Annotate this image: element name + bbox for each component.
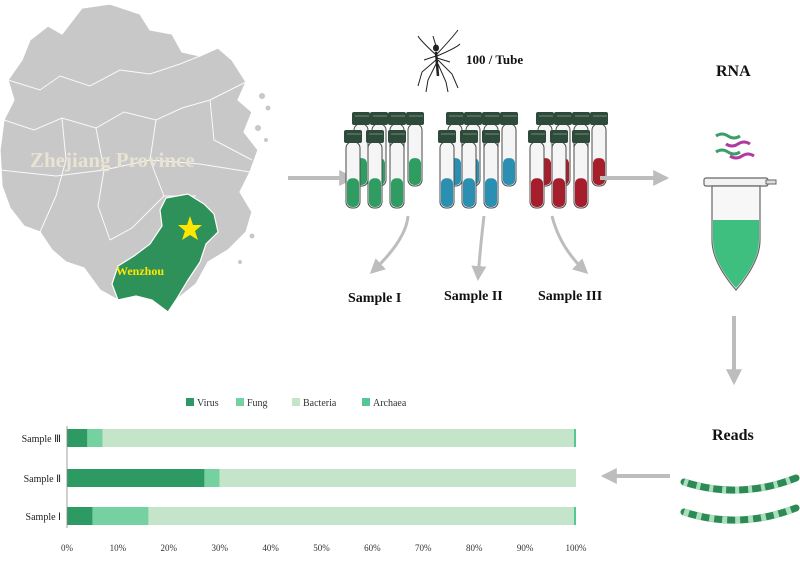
bar-bacteria [219,469,576,487]
tube-cap [500,112,518,125]
bar-bacteria [102,429,574,447]
rna-strands-icon [715,132,755,160]
tube-group-2 [438,112,518,209]
x-tick-label: 90% [517,543,534,553]
tube-cap [370,112,388,125]
tube-cap [438,130,456,143]
tube-cap [366,130,384,143]
rna-label: RNA [716,63,751,80]
reads-label: Reads [712,427,754,444]
sample-2-label: Sample II [444,289,503,304]
tube-liquid [347,178,359,207]
tube-group-3 [528,112,608,209]
x-tick-label: 70% [415,543,432,553]
mosquito-icon [417,29,461,93]
tube-cap [554,112,572,125]
tube-cap [406,112,424,125]
bar-virus [67,507,93,525]
tube-group-1 [344,112,424,209]
sample-1-label: Sample I [348,291,401,306]
x-tick-label: 10% [110,543,127,553]
tube-cap [482,112,500,125]
composition-chart: Virus Fung Bacteria Archaea Sample Ⅲ Sample Ⅱ… [22,398,587,553]
tube-cap [550,130,568,143]
legend-swatch-virus [186,398,194,406]
bar-virus [67,469,205,487]
arrow-to-sample-3 [550,215,589,275]
tube-liquid [485,178,497,207]
legend-label-virus: Virus [197,398,219,409]
tube-cap [572,130,590,143]
tube-cap [528,130,546,143]
reads-icon [680,474,800,524]
arrow-to-sample-2 [471,215,487,281]
bar-virus [67,429,88,447]
category-label: Sample Ⅰ [26,512,61,523]
tube-cap [572,112,590,125]
bar-bacteria [148,507,574,525]
mosquito-count-label: 100 / Tube [466,52,523,67]
arrow-to-sample-1 [369,215,410,275]
tube-cap [388,112,406,125]
tube-liquid [503,158,515,185]
x-tick-label: 50% [313,543,330,553]
tube-cap [460,130,478,143]
province-label: Zhejiang Province [30,148,195,172]
tube-liquid [463,178,475,207]
bar-fung [204,469,220,487]
tube-liquid [553,178,565,207]
star-icon [178,216,202,240]
legend-swatch-archaea [362,398,370,406]
tube-liquid [531,178,543,207]
legend-swatch-bacteria [292,398,300,406]
legend-label-bacteria: Bacteria [303,398,337,409]
tube-groups [344,112,608,209]
bar-fung [87,429,103,447]
zhejiang-map: Zhejiang Province Wenzhou [0,3,271,313]
legend-label-archaea: Archaea [373,398,407,409]
legend-label-fung: Fung [247,398,268,409]
tube-liquid [575,178,587,207]
category-label: Sample Ⅲ [22,434,61,445]
bar-archaea [573,507,576,525]
x-tick-label: 100% [566,543,588,553]
bar-fung [92,507,149,525]
tube-cap [352,112,370,125]
x-tick-label: 80% [466,543,483,553]
x-tick-label: 30% [211,543,228,553]
x-tick-label: 40% [262,543,279,553]
rna-tube-icon [703,177,777,291]
tube-cap [590,112,608,125]
tube-liquid [593,158,605,185]
tube-cap [482,130,500,143]
tube-cap [388,130,406,143]
tube-cap [464,112,482,125]
bar-archaea [573,429,576,447]
tube-liquid [391,178,403,207]
x-tick-label: 20% [161,543,178,553]
tube-cap [446,112,464,125]
tube-cap [344,130,362,143]
category-label: Sample Ⅱ [24,474,61,485]
city-label: Wenzhou [116,264,164,278]
tube-liquid [369,178,381,207]
tube-cap [536,112,554,125]
x-tick-label: 0% [61,543,74,553]
tube-liquid [409,158,421,185]
sample-3-label: Sample III [538,289,602,304]
legend-swatch-fung [236,398,244,406]
tube-liquid [441,178,453,207]
x-tick-label: 60% [364,543,381,553]
